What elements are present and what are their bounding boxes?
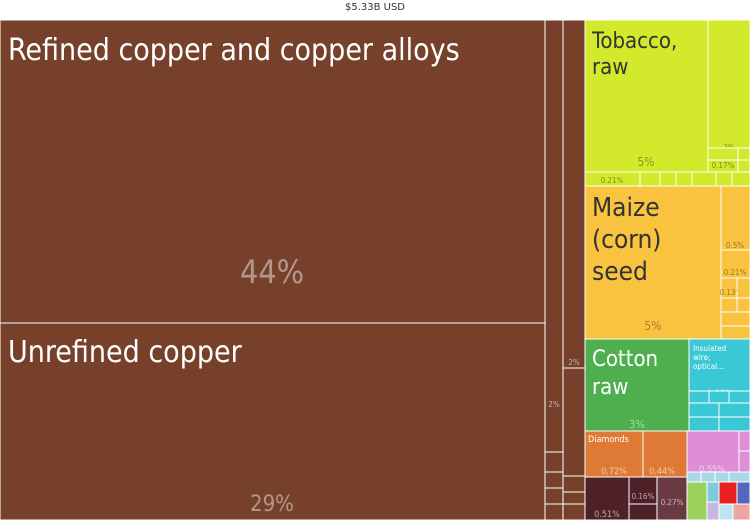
tile-maize-share: 5% [644, 319, 661, 333]
tile-vegetable-small[interactable] [659, 171, 677, 187]
tile-machines-small[interactable] [688, 390, 710, 404]
tile-metal-small[interactable] [544, 487, 564, 505]
tile-vegetable-small[interactable] [731, 171, 750, 187]
tile-dark[interactable] [584, 476, 630, 520]
tile-seeds-small[interactable] [720, 185, 750, 251]
tile-vegetable-small[interactable] [715, 171, 733, 187]
tile-misc-small[interactable] [718, 503, 734, 520]
tile-insulated-wire-name: optical... [693, 362, 724, 371]
tile-refined-copper[interactable] [0, 19, 546, 324]
tile-cotton-name: Cotton [592, 347, 658, 372]
tile-seeds-small[interactable] [720, 297, 738, 313]
tile-vegetable-small[interactable] [675, 171, 693, 187]
tile-insulated-wire[interactable] [688, 338, 750, 392]
tile-machines-small[interactable] [728, 390, 750, 404]
tile-misc-small[interactable] [706, 481, 720, 503]
tile-maize-name: seed [592, 257, 648, 287]
tile-tobacco[interactable] [584, 19, 709, 173]
tile-metal-small[interactable] [562, 367, 586, 477]
tile-dark-small[interactable] [656, 476, 688, 520]
tile-metal-small[interactable] [562, 491, 586, 505]
tile-dark-share: 0.27% [661, 498, 684, 507]
tile-unrefined-copper-name: Unrefined copper [8, 335, 243, 370]
tile-stones-share: 0.44% [649, 467, 675, 477]
tile-tobacco-name: raw [592, 55, 628, 80]
tile-metal-small[interactable] [562, 503, 586, 520]
tile-metal-small[interactable] [544, 471, 564, 489]
tile-seeds-small[interactable] [720, 311, 750, 327]
tile-misc-small[interactable] [686, 471, 702, 483]
tile-vegetable-small[interactable] [691, 171, 717, 187]
tile-misc-small[interactable] [700, 471, 716, 483]
tile-metal-share: 2% [568, 358, 580, 367]
tile-insulated-wire-name: Insulated [693, 344, 726, 353]
tile-pink-share: 0.55% [699, 465, 725, 475]
tile-maize-name: Maize [592, 193, 660, 223]
tile-seeds-share: 0.5% [726, 241, 744, 250]
tile-dark-small[interactable] [628, 476, 658, 505]
tile-seeds-small[interactable] [736, 297, 750, 313]
tile-metal-small[interactable] [544, 503, 564, 520]
tile-unrefined-copper-share: 29% [250, 492, 294, 517]
tile-stones-small[interactable] [642, 430, 688, 478]
tile-vegetable-share: 0.21% [601, 176, 624, 185]
total-value-label: $5.33B USD [344, 2, 406, 13]
tile-misc-small[interactable] [736, 481, 750, 505]
tile-vegetable-small[interactable] [707, 147, 739, 161]
tile-seeds-share: 0.13% [720, 288, 743, 297]
tile-machines-small[interactable] [708, 390, 730, 404]
tile-vegetable-share: 0.17% [712, 161, 735, 170]
tile-misc-small[interactable] [686, 481, 708, 520]
tile-seeds-small[interactable] [736, 277, 750, 299]
tile-metal-small[interactable] [544, 451, 564, 473]
tile-vegetable-small[interactable] [737, 147, 750, 161]
tile-tobacco-share: 5% [637, 155, 654, 169]
tile-misc-small[interactable] [714, 471, 730, 483]
tile-machines-small[interactable] [688, 416, 720, 432]
tile-misc-small[interactable] [706, 501, 720, 520]
tile-metal-small[interactable] [562, 475, 586, 493]
tile-diamonds-share: 0.72% [601, 467, 627, 477]
tile-pink-small[interactable] [738, 430, 750, 452]
tile-dark-share: 0.16% [632, 492, 655, 501]
tile-machines-small[interactable] [718, 416, 750, 432]
tile-misc-small[interactable] [728, 471, 750, 483]
tile-maize-name: (corn) [592, 225, 661, 255]
tile-misc-small[interactable] [732, 503, 750, 520]
tile-vegetable-small[interactable] [639, 171, 661, 187]
tile-dark-small[interactable] [628, 503, 658, 520]
tile-machines-small[interactable] [688, 402, 720, 418]
tile-vegetable-small[interactable] [707, 19, 750, 149]
tile-diamonds-name: Diamonds [588, 435, 629, 445]
tile-pink-small[interactable] [738, 450, 750, 473]
tile-seeds-small[interactable] [720, 249, 750, 279]
tile-vegetable-small[interactable] [737, 159, 750, 173]
tile-dark-share: 0.51% [594, 510, 620, 520]
tile-metal-small[interactable] [562, 19, 586, 369]
tile-tobacco-name: Tobacco, [591, 29, 677, 54]
tile-seeds-small[interactable] [720, 325, 750, 340]
tile-metal-small[interactable] [544, 19, 564, 453]
tile-insulated-wire-name: wire; [693, 353, 711, 362]
tile-machines-small[interactable] [718, 402, 750, 418]
tile-refined-copper-share: 44% [240, 253, 304, 291]
tile-unrefined-copper[interactable] [0, 322, 546, 520]
tile-seeds-share: 0.21% [724, 268, 747, 277]
tile-metal-share: 2% [548, 400, 560, 409]
tile-refined-copper-name: Refined copper and copper alloys [8, 33, 460, 68]
tile-red[interactable] [718, 481, 738, 505]
tile-cotton-name: raw [592, 375, 628, 400]
tile-cotton-share: 3% [629, 418, 645, 431]
